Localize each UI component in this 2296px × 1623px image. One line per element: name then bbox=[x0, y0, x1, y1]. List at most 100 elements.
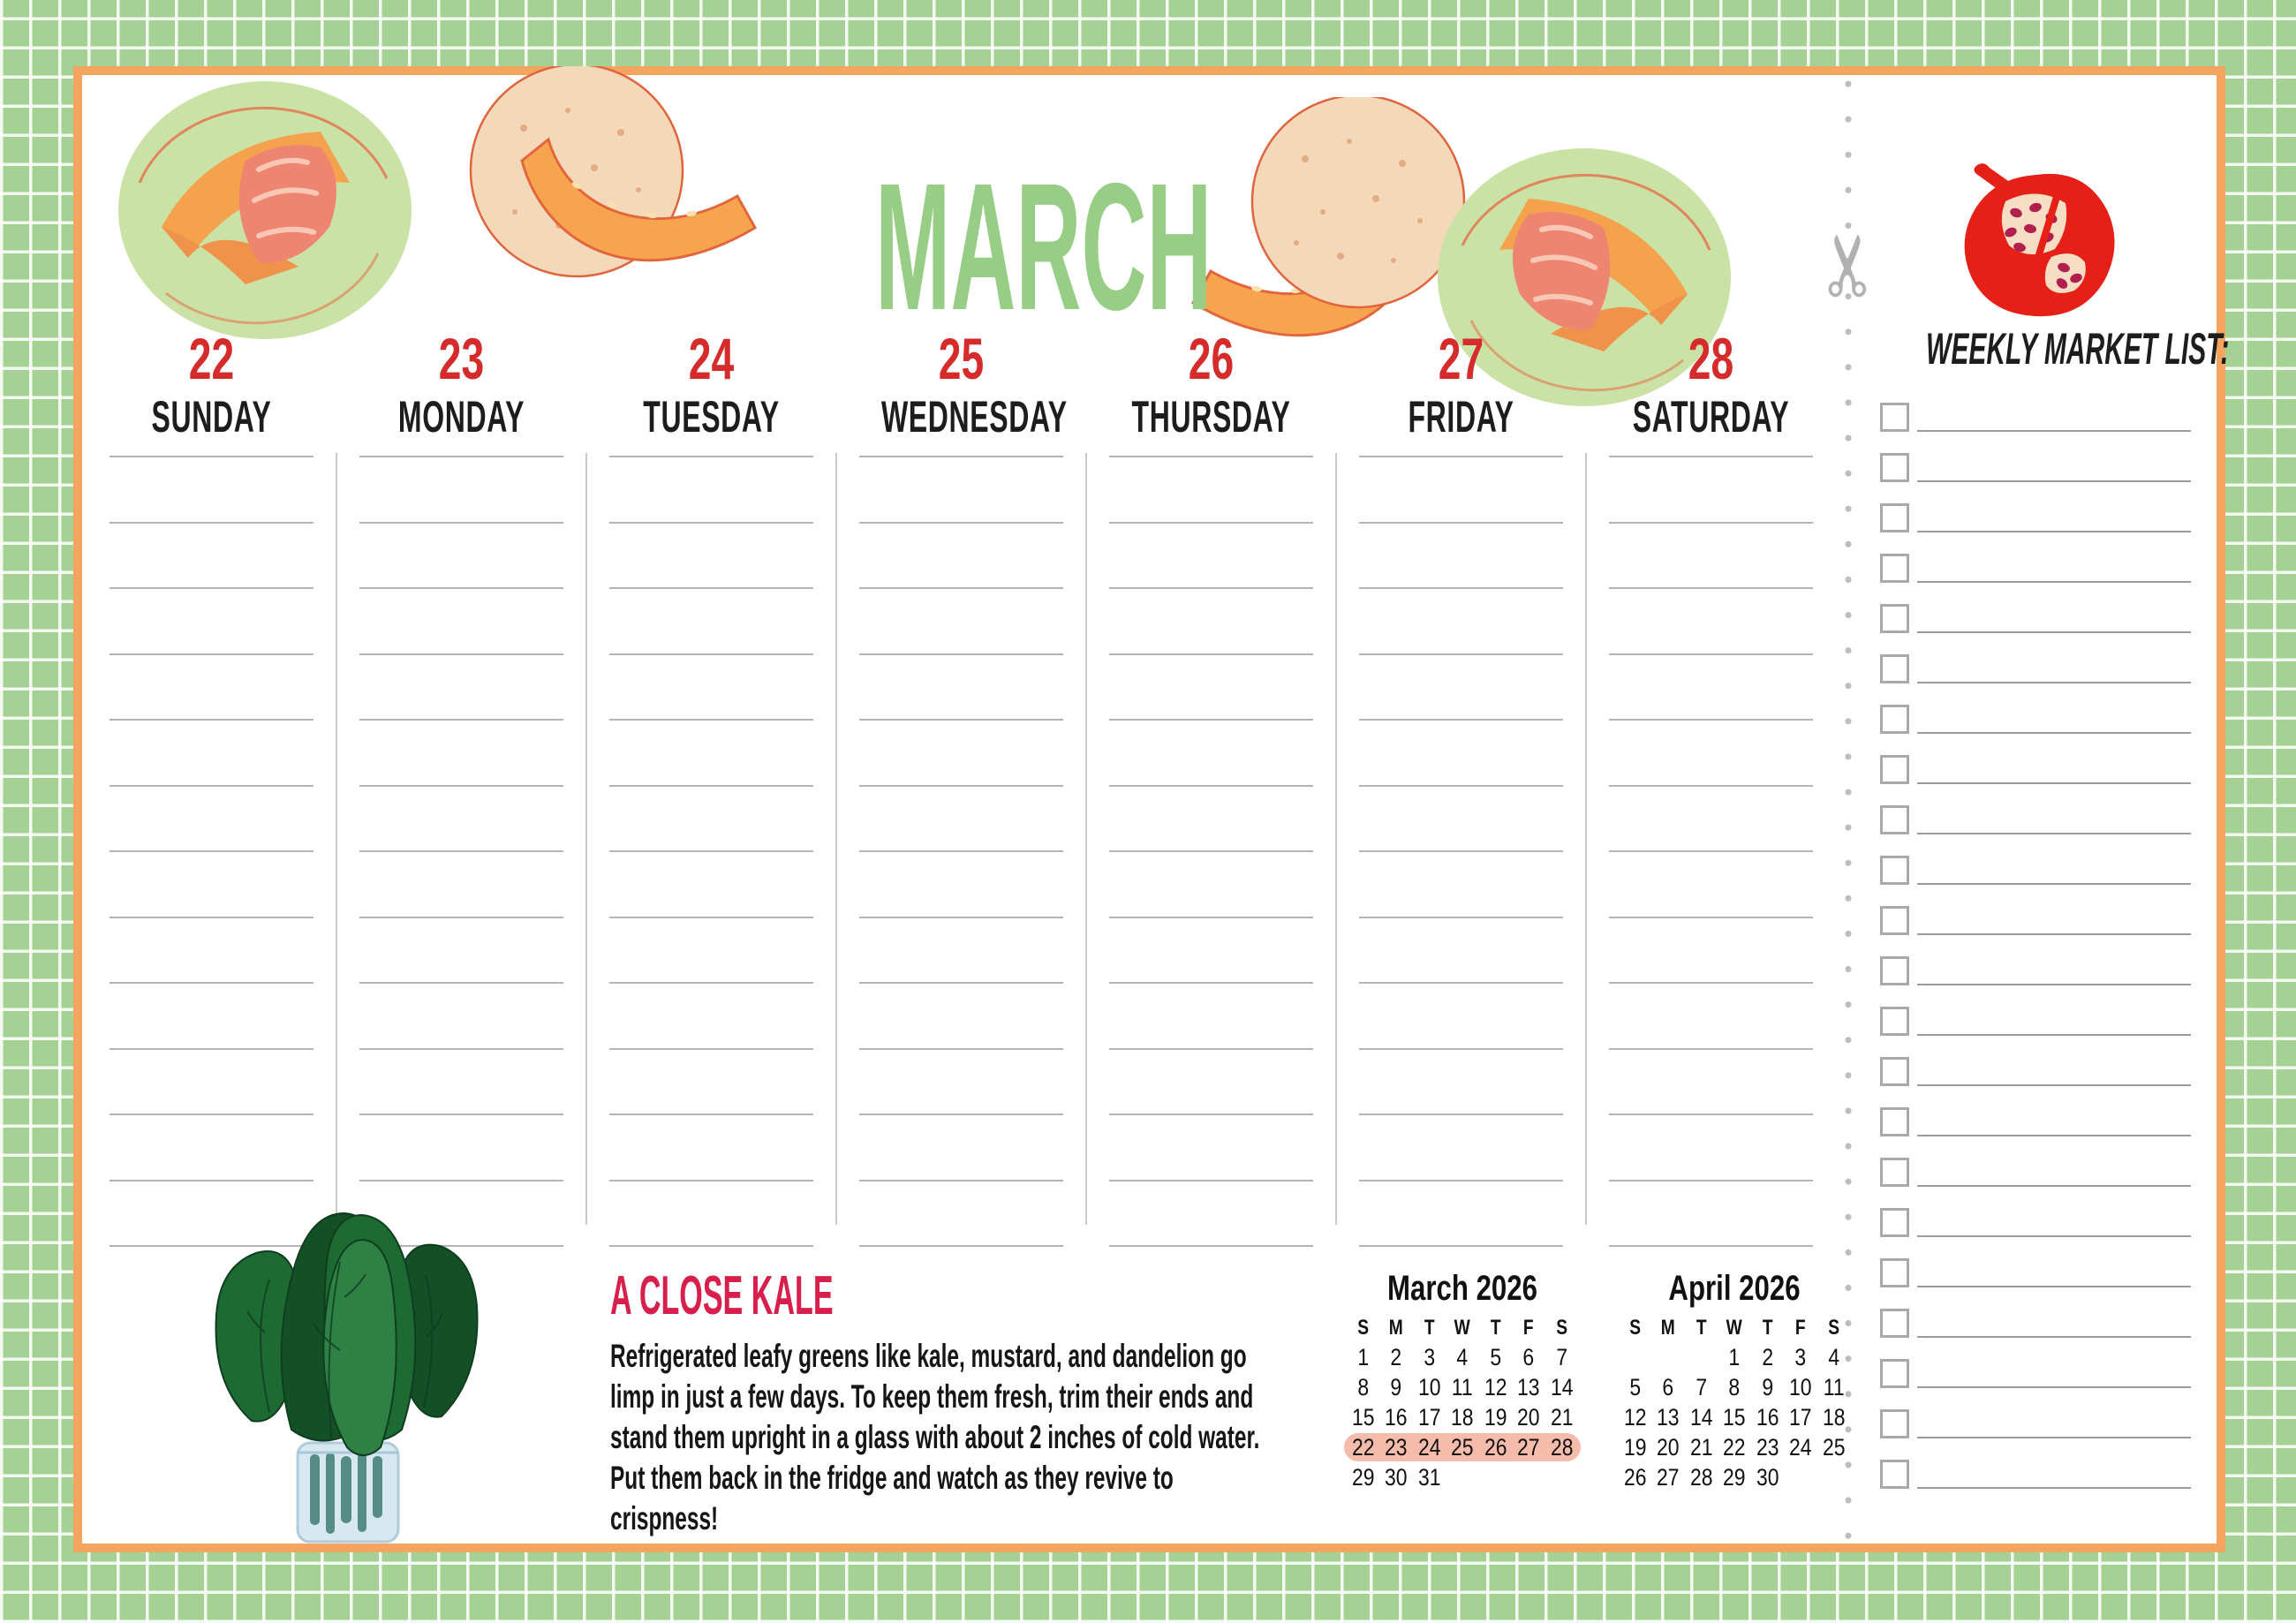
ruled-line bbox=[359, 982, 563, 1048]
market-list-item bbox=[1880, 1057, 2191, 1107]
market-list-item bbox=[1880, 856, 2191, 906]
day-name: SATURDAY bbox=[1632, 392, 1790, 442]
checkbox[interactable] bbox=[1880, 705, 1909, 734]
ruled-line bbox=[110, 1179, 313, 1246]
ruled-line bbox=[609, 653, 813, 720]
ruled-line bbox=[1359, 916, 1563, 983]
column-divider bbox=[835, 453, 837, 1225]
checkbox[interactable] bbox=[1880, 956, 1909, 985]
ruled-line bbox=[859, 1245, 1063, 1311]
ruled-line bbox=[859, 784, 1063, 851]
ruled-line bbox=[1359, 587, 1563, 653]
calendar-day: 29 bbox=[1351, 1463, 1375, 1491]
market-list-item bbox=[1880, 906, 2191, 956]
market-list-item bbox=[1880, 956, 2191, 1007]
market-list-item bbox=[1880, 453, 2191, 503]
ruled-line bbox=[359, 1047, 563, 1114]
ruled-line bbox=[859, 587, 1063, 653]
ruled-line bbox=[1359, 850, 1563, 917]
market-list-item bbox=[1880, 705, 2191, 755]
checkbox[interactable] bbox=[1880, 1208, 1909, 1237]
market-list-item bbox=[1880, 1309, 2191, 1359]
checkbox[interactable] bbox=[1880, 554, 1909, 583]
ruled-line bbox=[1109, 850, 1313, 917]
calendar-day bbox=[1819, 1462, 1847, 1492]
checkbox[interactable] bbox=[1880, 1107, 1909, 1136]
calendar-day: 11 bbox=[1452, 1373, 1473, 1400]
calendar-day-letter: T bbox=[1762, 1315, 1773, 1340]
calendar-day: 22 bbox=[1723, 1433, 1746, 1461]
market-list-item bbox=[1880, 1208, 2191, 1258]
checkbox[interactable] bbox=[1880, 755, 1909, 784]
write-in-line bbox=[1917, 654, 2191, 683]
ruled-line bbox=[1109, 587, 1313, 653]
checkbox[interactable] bbox=[1880, 1258, 1909, 1287]
ruled-line bbox=[859, 1179, 1063, 1246]
day-name: MONDAY bbox=[397, 392, 525, 442]
checkbox[interactable] bbox=[1880, 1409, 1909, 1438]
checkbox[interactable] bbox=[1880, 654, 1909, 683]
calendar-day-letter: M bbox=[1661, 1315, 1676, 1340]
market-list-item bbox=[1880, 654, 2191, 705]
ruled-line bbox=[609, 719, 813, 785]
ruled-line bbox=[110, 1113, 313, 1180]
calendar-day: 24 bbox=[1789, 1433, 1812, 1461]
checkbox[interactable] bbox=[1880, 1007, 1909, 1036]
ruled-line bbox=[609, 784, 813, 851]
checkbox[interactable] bbox=[1880, 1057, 1909, 1086]
checkbox[interactable] bbox=[1880, 1359, 1909, 1388]
calendar-day: 10 bbox=[1789, 1373, 1812, 1400]
calendar-day bbox=[1688, 1342, 1716, 1372]
calendar-day: 16 bbox=[1385, 1403, 1408, 1431]
tip-title: A CLOSE KALE bbox=[610, 1265, 834, 1326]
day-number: 28 bbox=[1688, 326, 1734, 391]
calendar-day-letter: S bbox=[1629, 1315, 1642, 1340]
ruled-line bbox=[1359, 982, 1563, 1048]
ruled-line bbox=[1359, 653, 1563, 720]
column-divider bbox=[585, 453, 587, 1225]
calendar-day: 28 bbox=[1689, 1463, 1713, 1491]
market-list-item bbox=[1880, 755, 2191, 805]
ruled-line bbox=[609, 1245, 813, 1311]
checkbox[interactable] bbox=[1880, 403, 1909, 432]
day-number: 23 bbox=[438, 326, 485, 391]
ruled-line bbox=[359, 456, 563, 522]
checkbox[interactable] bbox=[1880, 453, 1909, 482]
tip-block: A CLOSE KALE Refrigerated leafy greens l… bbox=[610, 1269, 1626, 1539]
calendar-day: 6 bbox=[1522, 1343, 1535, 1370]
calendar-day: 17 bbox=[1789, 1403, 1812, 1431]
calendar-day: 30 bbox=[1756, 1463, 1779, 1491]
checkbox[interactable] bbox=[1880, 503, 1909, 532]
checkbox[interactable] bbox=[1880, 1309, 1909, 1338]
ruled-line bbox=[859, 850, 1063, 917]
ruled-line bbox=[1109, 784, 1313, 851]
calendar-day-letter: W bbox=[1454, 1315, 1471, 1340]
ruled-line bbox=[110, 456, 313, 522]
write-in-line bbox=[1917, 805, 2191, 834]
write-in-line bbox=[1917, 1409, 2191, 1438]
calendar-day: 6 bbox=[1662, 1373, 1674, 1400]
ruled-line bbox=[359, 521, 563, 588]
day-number: 27 bbox=[1438, 326, 1484, 391]
checkbox[interactable] bbox=[1880, 1158, 1909, 1187]
mini-calendar-title: March 2026 bbox=[1387, 1269, 1537, 1308]
calendar-day bbox=[1621, 1342, 1650, 1372]
ruled-line bbox=[609, 1179, 813, 1246]
checkbox[interactable] bbox=[1880, 906, 1909, 935]
write-in-line bbox=[1917, 453, 2191, 482]
calendar-day bbox=[1448, 1462, 1477, 1492]
day-column-sunday: 22 SUNDAY bbox=[87, 75, 336, 1544]
ruled-line bbox=[1609, 916, 1813, 983]
calendar-day: 23 bbox=[1756, 1433, 1779, 1461]
checkbox[interactable] bbox=[1880, 1460, 1909, 1489]
mini-calendar-title: April 2026 bbox=[1668, 1269, 1801, 1308]
checkbox[interactable] bbox=[1880, 856, 1909, 885]
mini-calendar-grid: S M T W T F S 1 2 3 4 5 6 7 8 9 10 11 12 13 14 15 16 17 18 19 20 21… bbox=[1344, 1313, 1581, 1492]
ruled-line bbox=[1609, 719, 1813, 785]
checkbox[interactable] bbox=[1880, 604, 1909, 633]
calendar-day-letter: F bbox=[1794, 1315, 1806, 1340]
calendar-day: 12 bbox=[1623, 1403, 1647, 1431]
calendar-day: 3 bbox=[1424, 1343, 1435, 1370]
checkbox[interactable] bbox=[1880, 805, 1909, 834]
